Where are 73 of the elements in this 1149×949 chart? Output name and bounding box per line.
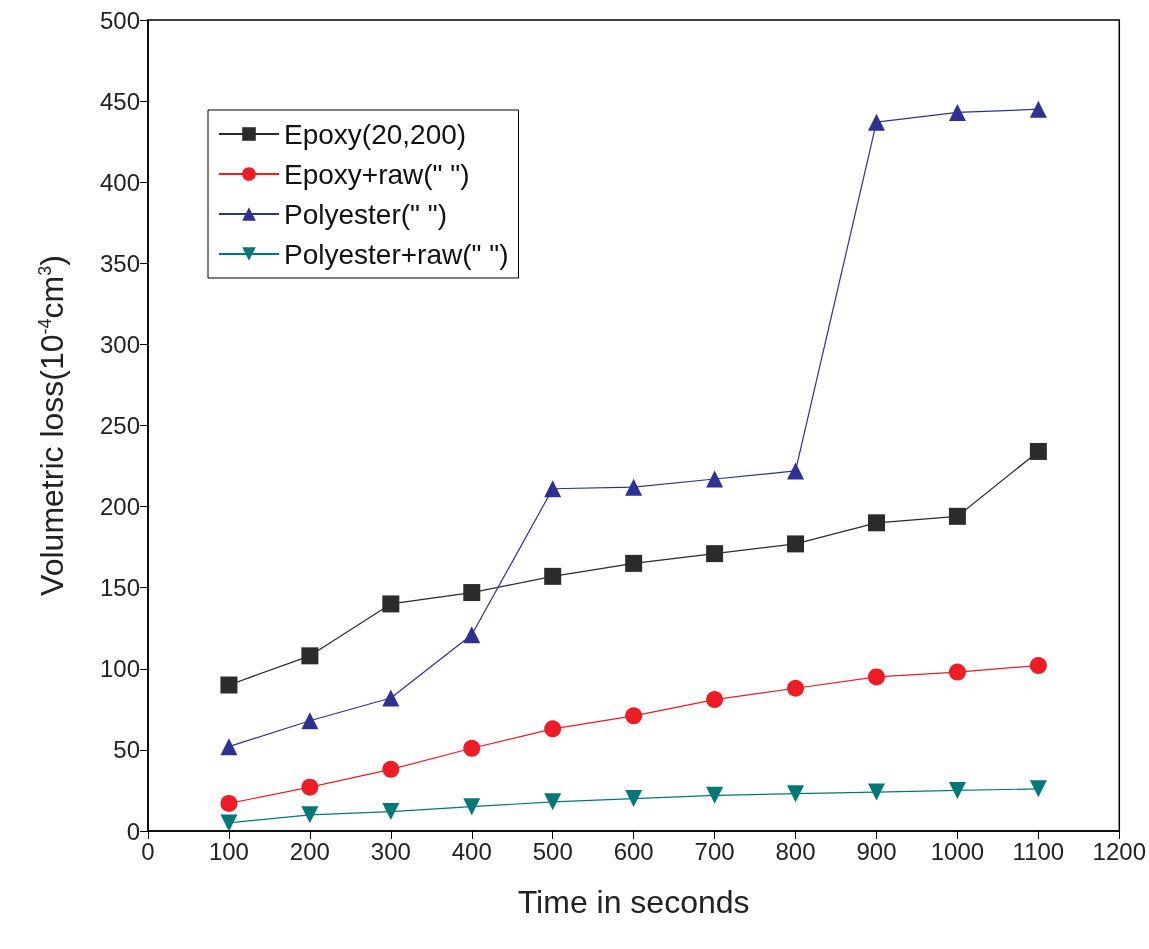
y-tick-label: 150 xyxy=(99,574,140,602)
point xyxy=(301,778,319,796)
legend-label: Epoxy(20,200) xyxy=(284,118,467,150)
point xyxy=(1029,100,1047,118)
y-tick-label: 300 xyxy=(99,330,140,358)
point xyxy=(220,814,238,832)
y-tick-label: 350 xyxy=(99,249,140,277)
point xyxy=(544,480,562,498)
y-tick-label: 200 xyxy=(99,493,140,521)
point xyxy=(463,739,481,757)
point xyxy=(948,103,966,121)
point xyxy=(867,514,885,532)
x-tick-label: 300 xyxy=(370,837,411,865)
point xyxy=(301,712,319,730)
point xyxy=(544,793,562,811)
point xyxy=(301,647,319,665)
point xyxy=(463,626,481,644)
x-axis-title: Time in seconds xyxy=(517,884,750,920)
point xyxy=(382,760,400,778)
point xyxy=(706,786,724,804)
y-tick-label: 250 xyxy=(99,412,140,439)
x-tick-label: 500 xyxy=(532,837,573,865)
point xyxy=(463,798,481,816)
y-axis-title: Volumetric loss(10-4cm3) xyxy=(34,255,70,596)
x-tick-label: 700 xyxy=(694,837,735,865)
point xyxy=(1029,657,1047,675)
point xyxy=(544,720,562,738)
point xyxy=(948,781,966,799)
point xyxy=(382,803,400,821)
point xyxy=(301,806,319,824)
point xyxy=(948,663,966,681)
legend-label: Polyester(" ") xyxy=(284,198,448,230)
x-tick-label: 1000 xyxy=(930,837,985,865)
y-tick-label: 450 xyxy=(99,87,140,115)
y-tick-label: 400 xyxy=(99,168,140,196)
point xyxy=(787,462,805,480)
y-tick-label: 0 xyxy=(126,817,140,845)
point xyxy=(1029,780,1047,798)
point xyxy=(787,535,805,553)
point xyxy=(867,783,885,801)
point xyxy=(544,567,562,585)
x-tick-label: 600 xyxy=(613,837,654,865)
point xyxy=(382,689,400,707)
x-tick-label: 200 xyxy=(289,837,330,865)
x-tick-label: 1200 xyxy=(1092,837,1146,865)
y-tick-label: 50 xyxy=(113,736,140,764)
point xyxy=(948,507,966,525)
point xyxy=(706,691,724,709)
x-tick-label: 900 xyxy=(856,837,897,865)
point xyxy=(787,785,805,803)
point xyxy=(220,676,238,694)
legend-label: Polyester+raw(" ") xyxy=(284,238,509,270)
point xyxy=(868,668,885,686)
point xyxy=(625,790,643,808)
point xyxy=(706,470,724,488)
point xyxy=(220,738,238,756)
point xyxy=(787,679,805,697)
point xyxy=(1029,442,1047,460)
point xyxy=(706,545,724,563)
point xyxy=(625,554,643,572)
point xyxy=(382,595,400,613)
point xyxy=(220,794,238,812)
x-tick-label: 800 xyxy=(775,837,816,865)
point xyxy=(867,113,885,131)
x-tick-label: 100 xyxy=(208,837,249,865)
point xyxy=(625,478,643,496)
point xyxy=(625,707,643,725)
legend-label: Epoxy+raw(" ") xyxy=(284,158,470,190)
y-tick-label: 500 xyxy=(99,6,140,34)
y-tick-label: 100 xyxy=(99,655,140,683)
x-tick-label: 1100 xyxy=(1012,837,1065,865)
x-tick-label: 400 xyxy=(451,837,492,865)
point xyxy=(463,584,481,602)
